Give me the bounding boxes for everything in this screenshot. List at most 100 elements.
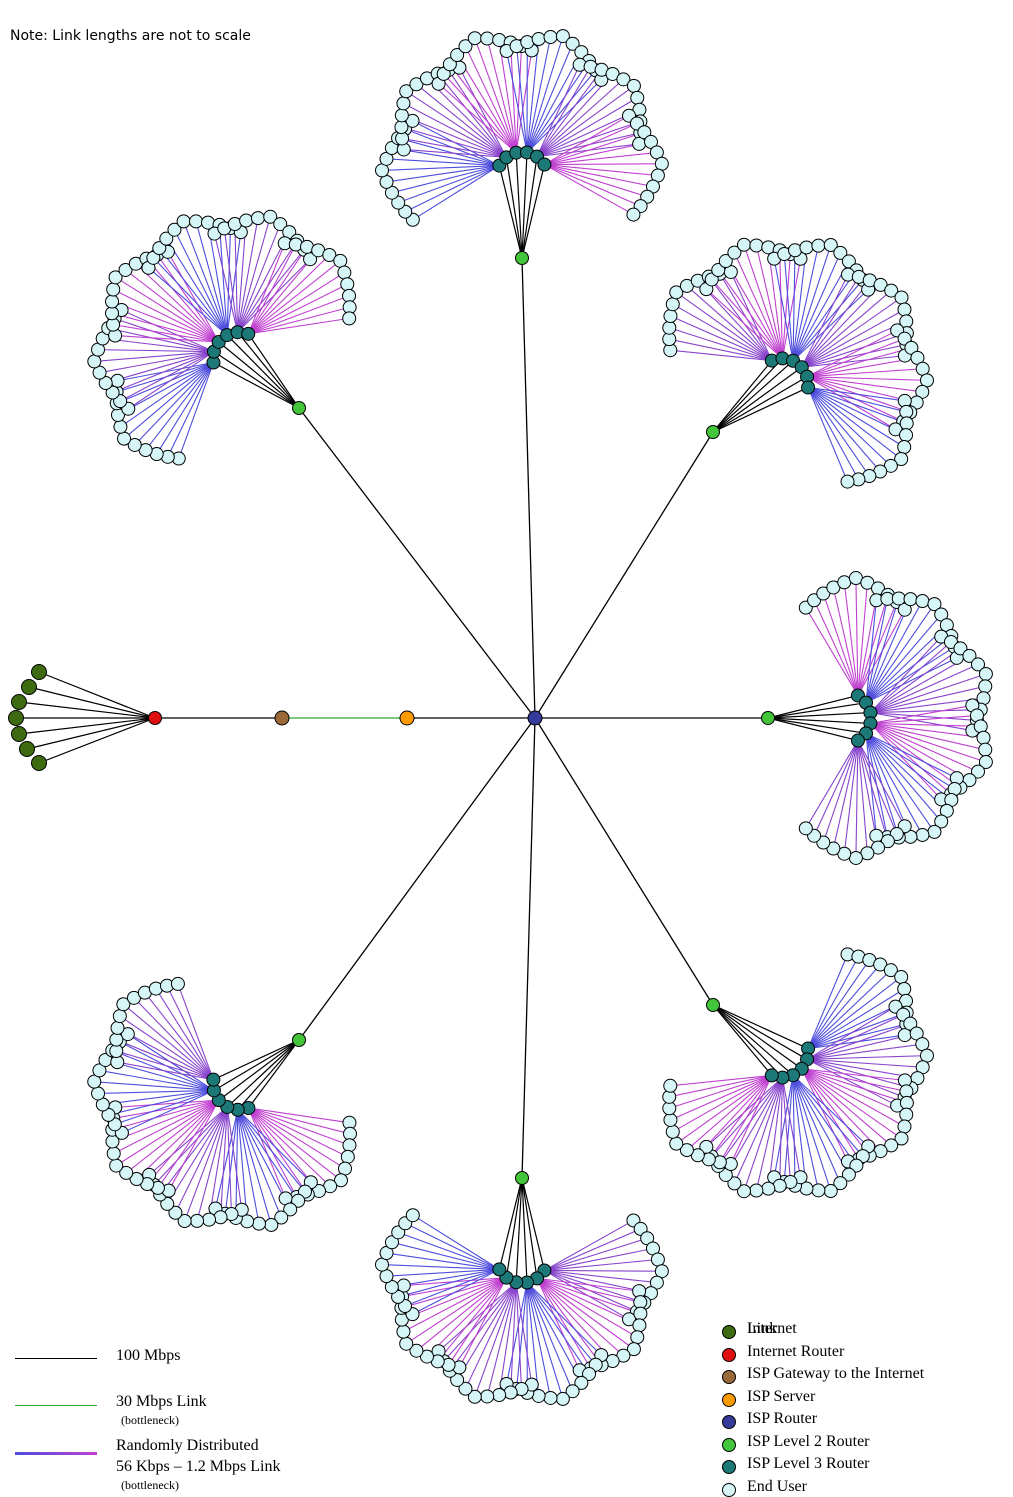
end-user-node [468, 32, 481, 45]
end-user-node [895, 291, 908, 304]
link-access [169, 1100, 219, 1191]
link-access [870, 642, 951, 713]
end-user-node [633, 137, 646, 150]
end-user-node [750, 1184, 763, 1197]
isp-level3-router-node [207, 1073, 220, 1086]
link-100mbps [522, 258, 535, 718]
link-100mbps [227, 335, 299, 408]
legend-label-random-range: 56 Kbps – 1.2 Mbps Link [116, 1458, 280, 1476]
link-100mbps [713, 1005, 802, 1069]
end-user-node [240, 214, 253, 227]
end-user-node [663, 321, 676, 334]
end-user-node [493, 33, 506, 46]
end-user-node [904, 593, 917, 606]
end-user-node [631, 91, 644, 104]
legend-swatch-isp-level2-router [722, 1438, 736, 1452]
end-user-node [106, 295, 119, 308]
end-user-node [800, 241, 813, 254]
link-access [814, 741, 858, 836]
end-user-node [110, 1033, 123, 1046]
end-user-node [493, 1389, 506, 1402]
end-user-node [738, 238, 751, 251]
end-user-node [481, 32, 494, 45]
end-user-node [898, 983, 911, 996]
link-100mbps [227, 1040, 299, 1107]
legend-line-100mbps [15, 1358, 97, 1359]
end-user-node [544, 31, 557, 44]
end-user-node [395, 121, 408, 134]
link-100mbps [214, 1040, 299, 1090]
end-user-node [916, 828, 929, 841]
link-access [544, 1229, 640, 1271]
link-access [687, 1075, 772, 1150]
link-access [870, 705, 972, 723]
isp-level2-router-node [293, 1034, 306, 1047]
end-user-node [824, 1184, 837, 1197]
internet-node [32, 665, 47, 680]
end-user-node [341, 278, 354, 291]
legend-label-isp-router: ISP Router [747, 1410, 817, 1428]
end-user-node [400, 1337, 413, 1350]
link-access [808, 387, 847, 481]
end-user-node [898, 1120, 911, 1133]
link-access [450, 1282, 516, 1370]
end-user-node [107, 283, 120, 296]
link-100mbps [299, 408, 535, 718]
link-access [167, 986, 213, 1080]
link-100mbps [713, 1005, 807, 1059]
end-user-node [397, 97, 410, 110]
link-100mbps [535, 718, 713, 1005]
end-user-node [900, 1096, 913, 1109]
end-user-node [664, 1079, 677, 1092]
isp-level2-router-node [516, 1172, 529, 1185]
isp-level2-router-node [707, 426, 720, 439]
isp-server-node [400, 711, 414, 725]
link-100mbps [29, 687, 155, 718]
link-access [248, 1108, 330, 1186]
end-user-node [849, 851, 862, 864]
link-access [248, 255, 329, 334]
end-user-node [664, 1113, 677, 1126]
end-user-node [977, 731, 990, 744]
link-access [168, 363, 214, 457]
link-access [99, 1070, 213, 1090]
link-access [870, 723, 951, 794]
legend-line-random [15, 1452, 97, 1455]
end-user-node [343, 312, 356, 325]
end-user-node [655, 157, 668, 170]
end-user-node [898, 1029, 911, 1042]
isp-level2-router-node [516, 252, 529, 265]
end-user-node [900, 429, 913, 442]
legend-sub-random: (bottleneck) [121, 1478, 179, 1493]
scale-note: Note: Link lengths are not to scale [10, 28, 251, 44]
end-user-node [265, 1218, 278, 1231]
end-user-node [812, 1184, 825, 1197]
link-access [438, 1278, 507, 1362]
end-user-node [666, 1125, 679, 1138]
end-user-node [979, 743, 992, 756]
legend-line-30mbps [15, 1405, 97, 1406]
link-100mbps [713, 367, 802, 432]
link-100mbps [713, 1005, 808, 1049]
link-access [147, 1100, 219, 1184]
end-user-node [974, 720, 987, 733]
end-user-node [979, 667, 992, 680]
link-access [802, 1069, 905, 1081]
link-access [120, 1016, 214, 1080]
link-access [687, 286, 772, 361]
link-access [238, 224, 281, 332]
end-user-node [191, 1214, 204, 1227]
internet-node [22, 680, 37, 695]
end-user-node [892, 592, 905, 605]
internet-node [32, 756, 47, 771]
link-access [823, 593, 858, 695]
internet-node [12, 695, 27, 710]
internet-router-node [149, 712, 162, 725]
link-access [808, 954, 847, 1048]
end-user-node [214, 1211, 227, 1224]
end-user-node [107, 1147, 120, 1160]
link-access [802, 356, 905, 368]
link-access [168, 252, 219, 342]
legend-label-end-user: End User [747, 1478, 807, 1496]
link-100mbps [713, 1005, 793, 1075]
